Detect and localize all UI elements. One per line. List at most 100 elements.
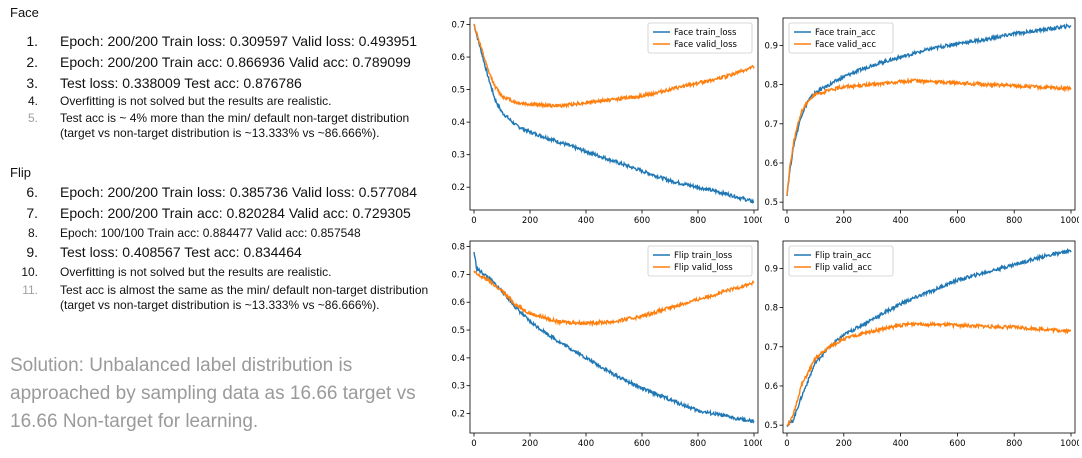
y-tick-label: 0.7 xyxy=(451,270,465,280)
x-tick-label: 600 xyxy=(949,439,965,449)
plot-frame xyxy=(782,17,1076,211)
y-tick-label: 0.6 xyxy=(451,298,465,308)
list-number: 3. xyxy=(26,75,38,91)
x-tick-label: 800 xyxy=(1006,439,1022,449)
y-tick-label: 0.8 xyxy=(764,81,778,91)
x-tick-label: 800 xyxy=(1006,216,1022,226)
series-line xyxy=(473,24,755,205)
x-tick-label: 0 xyxy=(784,439,789,449)
x-tick-label: 200 xyxy=(522,216,538,226)
x-tick-label: 400 xyxy=(578,216,594,226)
x-tick-label: 400 xyxy=(892,216,908,226)
list-text: Test loss: 0.408567 Test acc: 0.834464 xyxy=(60,244,302,260)
legend-label: Flip train_loss xyxy=(674,251,733,261)
x-tick-label: 600 xyxy=(634,216,650,226)
list-text: Overfitting is not solved but the result… xyxy=(60,94,332,108)
x-tick-label: 600 xyxy=(634,439,650,449)
list-text: Test loss: 0.338009 Test acc: 0.876786 xyxy=(60,75,302,91)
flip-heading: Flip xyxy=(10,165,31,180)
list-text: Epoch: 200/200 Train loss: 0.309597 Vali… xyxy=(60,33,417,49)
y-tick-label: 0.3 xyxy=(451,151,465,161)
y-tick-label: 0.6 xyxy=(764,159,778,169)
x-tick-label: 200 xyxy=(836,439,852,449)
y-tick-label: 0.9 xyxy=(764,264,778,274)
list-text: Epoch: 200/200 Train acc: 0.866936 Valid… xyxy=(60,54,411,70)
list-text: Epoch: 200/200 Train loss: 0.385736 Vali… xyxy=(60,184,417,200)
legend-box xyxy=(788,22,894,54)
list-number: 2. xyxy=(26,54,38,70)
y-tick-label: 0.8 xyxy=(764,304,778,314)
x-tick-label: 800 xyxy=(690,216,706,226)
legend-label: Face valid_acc xyxy=(815,40,876,50)
legend-label: Flip train_acc xyxy=(815,251,872,261)
y-tick-label: 0.5 xyxy=(764,198,778,208)
face-heading: Face xyxy=(10,5,39,20)
series-line xyxy=(473,251,755,424)
series-line xyxy=(786,22,1072,197)
x-tick-label: 0 xyxy=(784,216,789,226)
legend-label: Flip valid_acc xyxy=(815,263,872,273)
x-tick-label: 400 xyxy=(892,439,908,449)
list-number: 7. xyxy=(26,205,38,221)
list-text: Overfitting is not solved but the result… xyxy=(60,265,332,279)
list-number: 9. xyxy=(26,244,38,260)
legend-box xyxy=(647,245,753,277)
x-tick-label: 0 xyxy=(471,216,476,226)
y-tick-label: 0.6 xyxy=(451,53,465,63)
list-number: 6. xyxy=(26,184,38,200)
notes-panel: Face 1. Epoch: 200/200 Train loss: 0.309… xyxy=(0,0,440,458)
series-line xyxy=(473,270,755,328)
list-number: 5. xyxy=(27,111,38,125)
series-line xyxy=(473,23,755,109)
list-number: 10. xyxy=(21,265,38,279)
y-tick-label: 0.9 xyxy=(764,41,778,51)
y-tick-label: 0.2 xyxy=(451,410,465,420)
legend-box xyxy=(788,245,894,277)
x-tick-label: 400 xyxy=(578,439,594,449)
y-tick-label: 0.8 xyxy=(451,243,465,253)
y-tick-label: 0.5 xyxy=(451,86,465,96)
x-tick-label: 0 xyxy=(471,439,476,449)
y-tick-label: 0.7 xyxy=(451,21,465,31)
series-line xyxy=(786,76,1072,196)
list-text: Test acc is almost the same as the min/ … xyxy=(60,283,429,312)
list-number: 8. xyxy=(27,226,38,240)
y-tick-label: 0.7 xyxy=(764,343,778,353)
list-text: Epoch: 200/200 Train acc: 0.820284 Valid… xyxy=(60,205,411,221)
plot-frame xyxy=(782,240,1076,434)
list-number: 11. xyxy=(22,283,38,297)
series-line xyxy=(786,247,1072,428)
x-tick-label: 200 xyxy=(836,216,852,226)
y-tick-label: 0.3 xyxy=(451,382,465,392)
legend-label: Face train_acc xyxy=(815,28,876,38)
y-tick-label: 0.5 xyxy=(764,421,778,431)
y-tick-label: 0.5 xyxy=(451,326,465,336)
plot-frame xyxy=(469,240,759,434)
legend-label: Face valid_loss xyxy=(674,40,738,50)
y-tick-label: 0.6 xyxy=(764,382,778,392)
x-tick-label: 800 xyxy=(690,439,706,449)
legend-label: Flip valid_loss xyxy=(674,263,733,273)
legend-box xyxy=(647,22,753,54)
x-tick-label: 200 xyxy=(522,439,538,449)
y-tick-label: 0.4 xyxy=(451,354,465,364)
x-tick-label: 600 xyxy=(949,216,965,226)
list-text: Test acc is ~ 4% more than the min/ defa… xyxy=(60,111,410,140)
y-tick-label: 0.7 xyxy=(764,120,778,130)
list-number: 1. xyxy=(26,33,38,49)
series-line xyxy=(786,320,1072,427)
list-number: 4. xyxy=(27,94,38,108)
list-text: Epoch: 100/100 Train acc: 0.884477 Valid… xyxy=(60,226,361,240)
legend-label: Face train_loss xyxy=(674,28,737,38)
y-tick-label: 0.4 xyxy=(451,118,465,128)
plot-frame xyxy=(469,17,759,211)
y-tick-label: 0.2 xyxy=(451,183,465,193)
